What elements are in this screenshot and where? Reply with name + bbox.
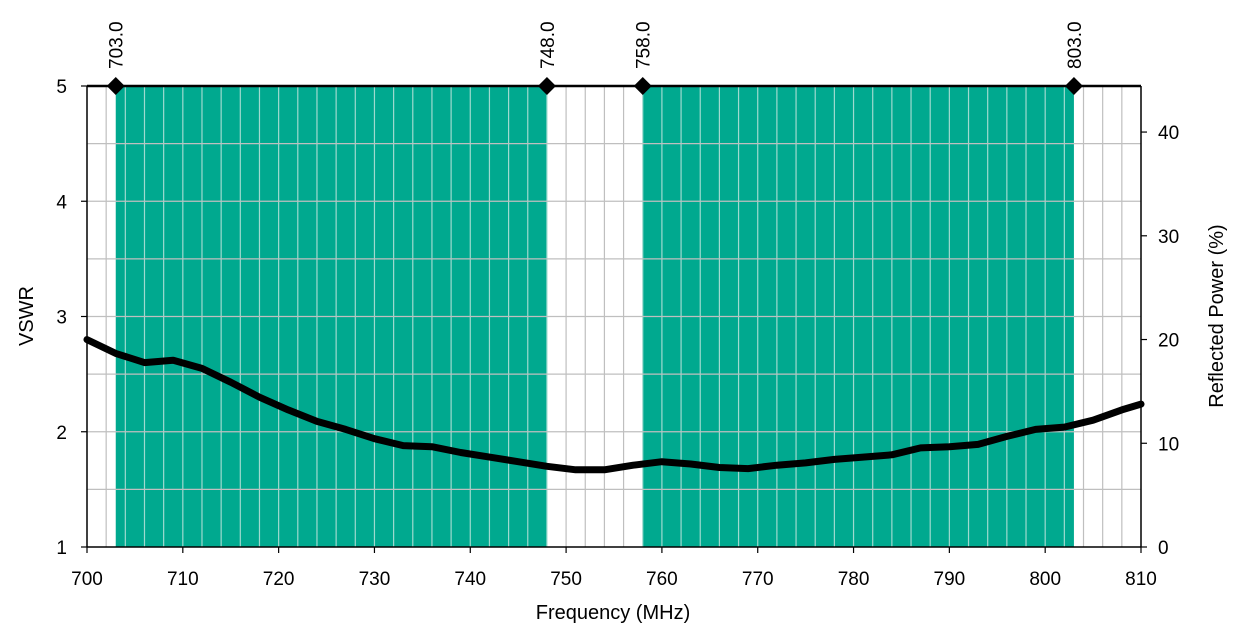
series-point (632, 464, 634, 466)
x-tick-label: 760 (646, 569, 678, 590)
series-point (1121, 409, 1123, 411)
series-point (661, 461, 663, 463)
x-tick-label: 770 (742, 569, 774, 590)
series-point (316, 420, 318, 422)
marker-diamond (633, 77, 652, 95)
series-point (862, 456, 864, 458)
series-point (747, 468, 749, 470)
y2-tick-label: 40 (1158, 123, 1179, 144)
series-point (86, 339, 88, 341)
series-point (1140, 403, 1142, 405)
x-tick-label: 740 (454, 569, 486, 590)
y-tick-label: 5 (56, 77, 67, 98)
series-point (1035, 428, 1037, 430)
series-point (172, 359, 174, 361)
series-point (805, 462, 807, 464)
series-point (431, 446, 433, 448)
y-axis-title: VSWR (16, 286, 38, 346)
marker-label: 803.0 (1065, 21, 1086, 69)
x-tick-label: 790 (934, 569, 966, 590)
tick-labels: 700 710 720 730 740 750 760 770 780 790 800 810 1 2 3 4… (56, 77, 1179, 590)
series-point (546, 465, 548, 467)
y-tick-label: 4 (56, 192, 67, 213)
series-point (575, 469, 577, 471)
y2-tick-label: 10 (1158, 434, 1179, 455)
series-point (373, 438, 375, 440)
marker-label: 748.0 (538, 21, 559, 69)
x-axis-title: Frequency (MHz) (536, 602, 690, 624)
series-point (603, 469, 605, 471)
series-point (517, 461, 519, 463)
x-tick-label: 750 (550, 569, 582, 590)
y-tick-label: 2 (56, 423, 67, 444)
y-tick-label: 3 (56, 308, 67, 329)
series-point (258, 396, 260, 398)
series-point (115, 352, 117, 354)
y-tick-label: 1 (56, 538, 67, 559)
marker-diamond (1064, 77, 1083, 95)
series-point (891, 454, 893, 456)
y2-tick-label: 0 (1158, 538, 1169, 559)
x-tick-label: 710 (167, 569, 199, 590)
series-point (402, 445, 404, 447)
series-point (920, 447, 922, 449)
series-point (460, 451, 462, 453)
series-point (1063, 426, 1065, 428)
series-point (1092, 419, 1094, 421)
x-tick-label: 800 (1029, 569, 1061, 590)
x-tick-label: 700 (71, 569, 103, 590)
series-point (1006, 435, 1008, 437)
series-point (345, 428, 347, 430)
series-line (83, 336, 1145, 474)
band-edge-markers: 703.0 748.0 758.0 803.0 (106, 21, 1086, 95)
series-point (488, 456, 490, 458)
series-point (776, 464, 778, 466)
y2-tick-label: 20 (1158, 331, 1179, 352)
series-point (287, 409, 289, 411)
series-point (690, 463, 692, 465)
series-point (143, 362, 145, 364)
x-tick-label: 720 (263, 569, 295, 590)
y2-tick-label: 30 (1158, 227, 1179, 248)
marker-diamond (537, 77, 556, 95)
marker-label: 703.0 (107, 21, 128, 69)
y2-axis-title: Reflected Power (%) (1206, 224, 1228, 407)
x-tick-label: 780 (838, 569, 870, 590)
x-tick-label: 810 (1125, 569, 1157, 590)
series-point (230, 381, 232, 383)
series-point (833, 458, 835, 460)
x-tick-label: 730 (359, 569, 391, 590)
vswr-series (83, 336, 1145, 474)
series-point (948, 446, 950, 448)
marker-label: 758.0 (634, 21, 655, 69)
series-point (201, 367, 203, 369)
series-point (718, 466, 720, 468)
marker-diamond (106, 77, 125, 95)
series-point (977, 443, 979, 445)
